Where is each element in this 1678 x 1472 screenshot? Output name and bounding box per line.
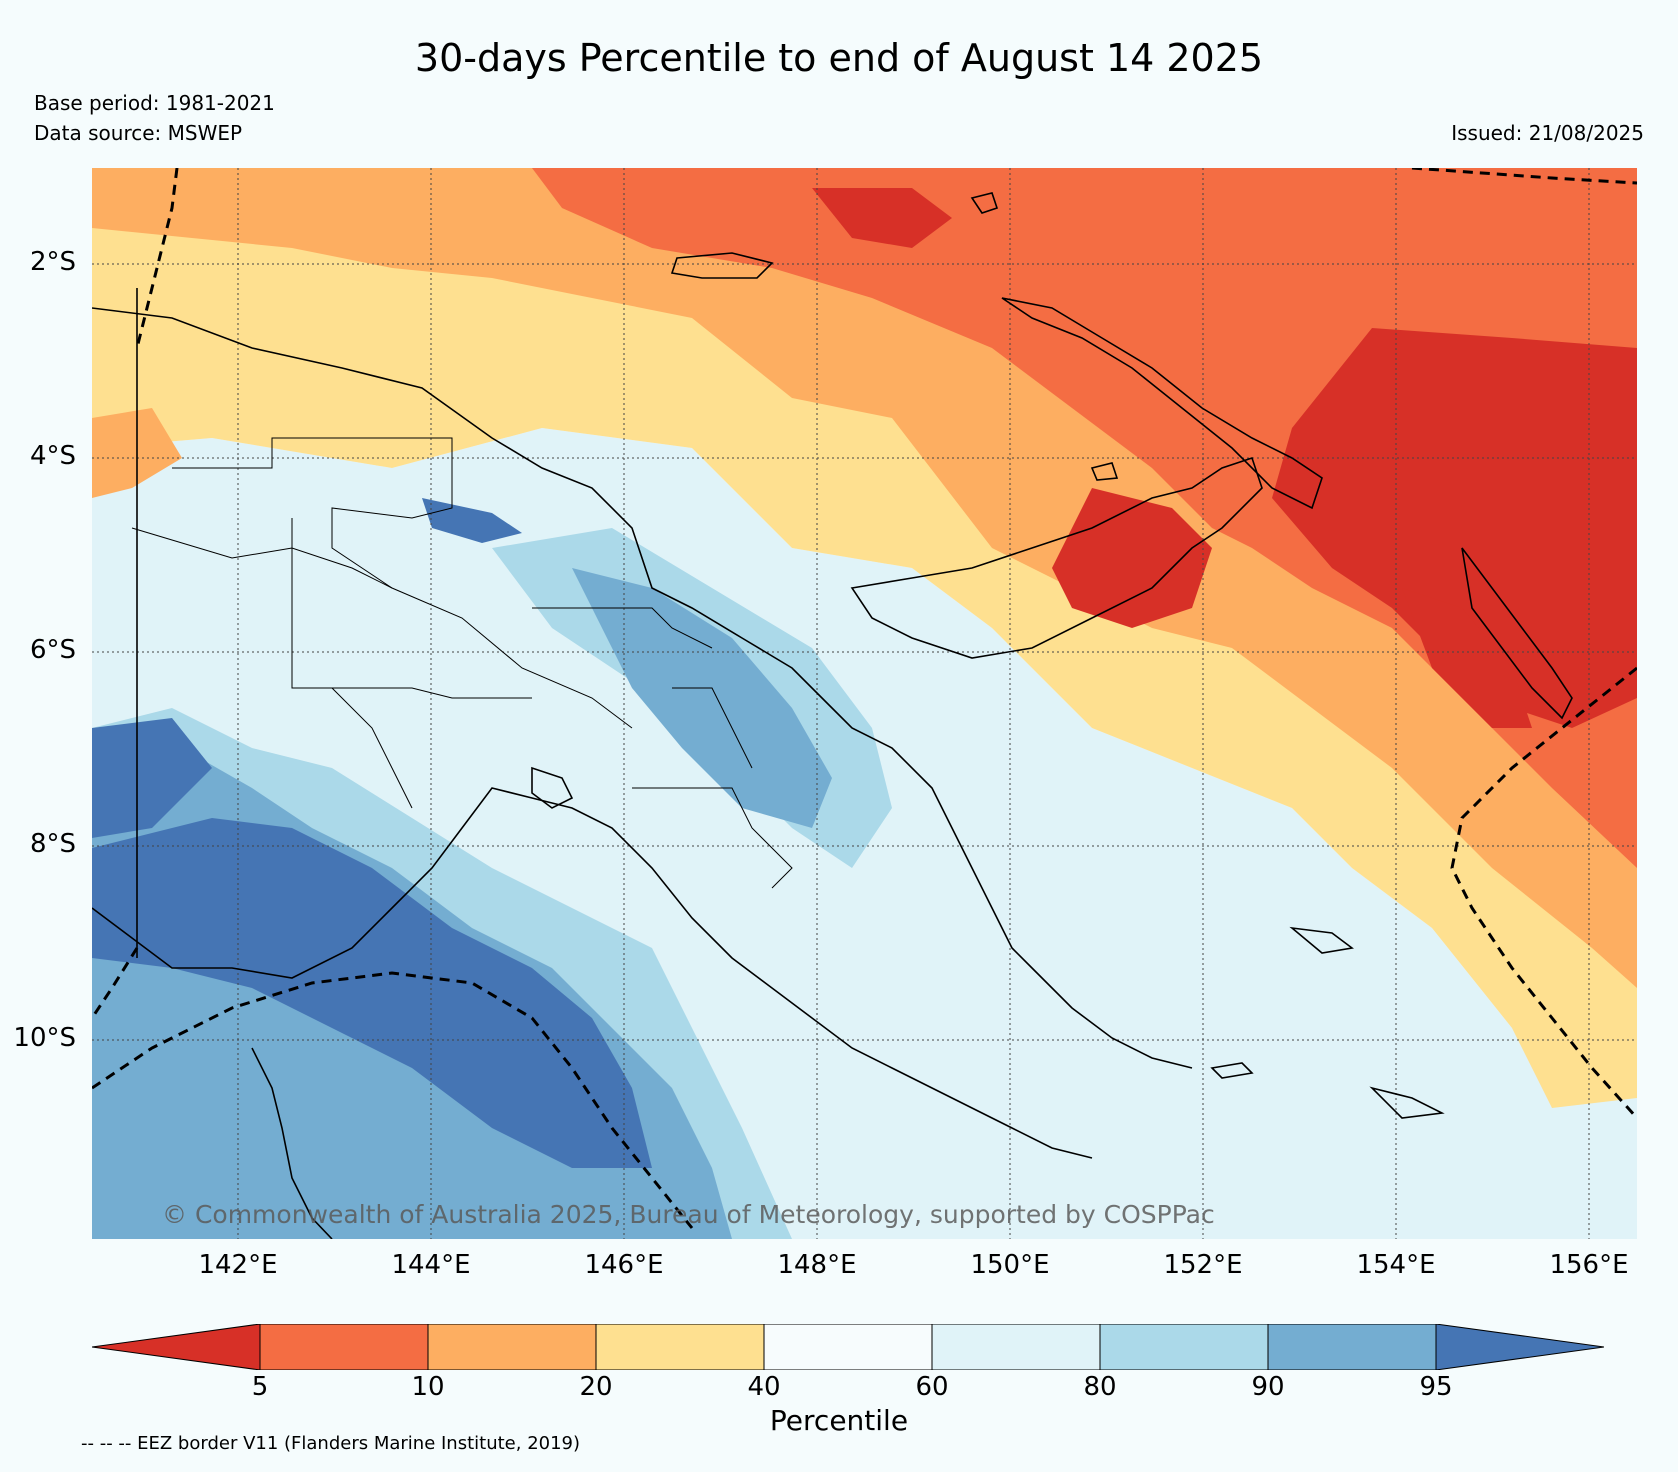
zone-below-5 — [1272, 328, 1637, 728]
colorbar-segment-6 — [1099, 1324, 1269, 1370]
map-title: 30-days Percentile to end of August 14 2… — [414, 36, 1264, 80]
colorbar-segment-4 — [763, 1324, 933, 1370]
colorbar-segment-3 — [595, 1324, 765, 1370]
zone-above-95 — [92, 718, 212, 838]
zone-below-5b — [1052, 488, 1212, 628]
lon-label-142e: 142°E — [198, 1250, 278, 1280]
colorbar — [92, 1324, 1604, 1370]
colorbar-segment-2 — [427, 1324, 597, 1370]
bismarck-islands — [970, 192, 1119, 481]
new-ireland-coast — [1001, 297, 1323, 510]
zone-below-5c — [812, 188, 952, 248]
colorbar-tick-80: 80 — [1083, 1372, 1117, 1402]
colorbar-tick-10: 10 — [411, 1372, 445, 1402]
lat-label-4s: 4°S — [29, 441, 76, 471]
colorbar-tick-90: 90 — [1251, 1372, 1285, 1402]
colorbar-segment-8 — [1435, 1324, 1604, 1370]
colorbar-tick-20: 20 — [579, 1372, 613, 1402]
daru-islands — [531, 766, 574, 809]
colorbar-tick-95: 95 — [1419, 1372, 1453, 1402]
coastlines — [92, 192, 1573, 1239]
lon-label-154e: 154°E — [1356, 1250, 1436, 1280]
lat-label-2s: 2°S — [29, 247, 76, 277]
lon-label-144e: 144°E — [391, 1250, 471, 1280]
colorbar-tick-60: 60 — [915, 1372, 949, 1402]
copyright-text: © Commonwealth of Australia 2025, Bureau… — [162, 1200, 1215, 1229]
colorbar-segment-0 — [92, 1324, 261, 1370]
base-period-text: Base period: 1981-2021 — [34, 91, 275, 115]
australia-cape-york — [251, 1047, 333, 1239]
new-guinea-north-coast — [92, 307, 1193, 1069]
lon-label-156e: 156°E — [1549, 1250, 1629, 1280]
colorbar-segment-5 — [931, 1324, 1101, 1370]
manus-coast — [670, 252, 774, 279]
zone-below-5d — [1402, 588, 1532, 728]
percentile-map — [92, 168, 1637, 1239]
provincial-borders — [131, 437, 793, 889]
colorbar-segment-1 — [259, 1324, 429, 1370]
colorbar-label: Percentile — [769, 1404, 909, 1437]
lon-label-146e: 146°E — [584, 1250, 664, 1280]
eez-legend-text: -- -- -- EEZ border V11 (Flanders Marine… — [81, 1433, 581, 1454]
bougainville-coast — [1461, 547, 1573, 720]
lat-label-6s: 6°S — [29, 635, 76, 665]
new-britain-coast — [850, 456, 1263, 659]
zone-above-95b — [92, 818, 652, 1168]
eez-borders — [92, 168, 1637, 1229]
colorbar-segment-7 — [1267, 1324, 1437, 1370]
lon-label-148e: 148°E — [777, 1250, 857, 1280]
new-guinea-south-coast — [92, 787, 1093, 1159]
lat-label-8s: 8°S — [29, 829, 76, 859]
issued-date-text: Issued: 21/08/2025 — [1451, 121, 1644, 145]
lat-label-10s: 10°S — [13, 1023, 76, 1053]
lon-label-152e: 152°E — [1163, 1250, 1243, 1280]
grid-lines — [92, 168, 1637, 1239]
zone-90-95b — [572, 568, 832, 828]
lon-label-150e: 150°E — [970, 1250, 1050, 1280]
colorbar-tick-40: 40 — [747, 1372, 781, 1402]
data-source-text: Data source: MSWEP — [34, 121, 243, 145]
louisiade-islands — [1210, 926, 1445, 1119]
colorbar-tick-5: 5 — [251, 1372, 269, 1402]
